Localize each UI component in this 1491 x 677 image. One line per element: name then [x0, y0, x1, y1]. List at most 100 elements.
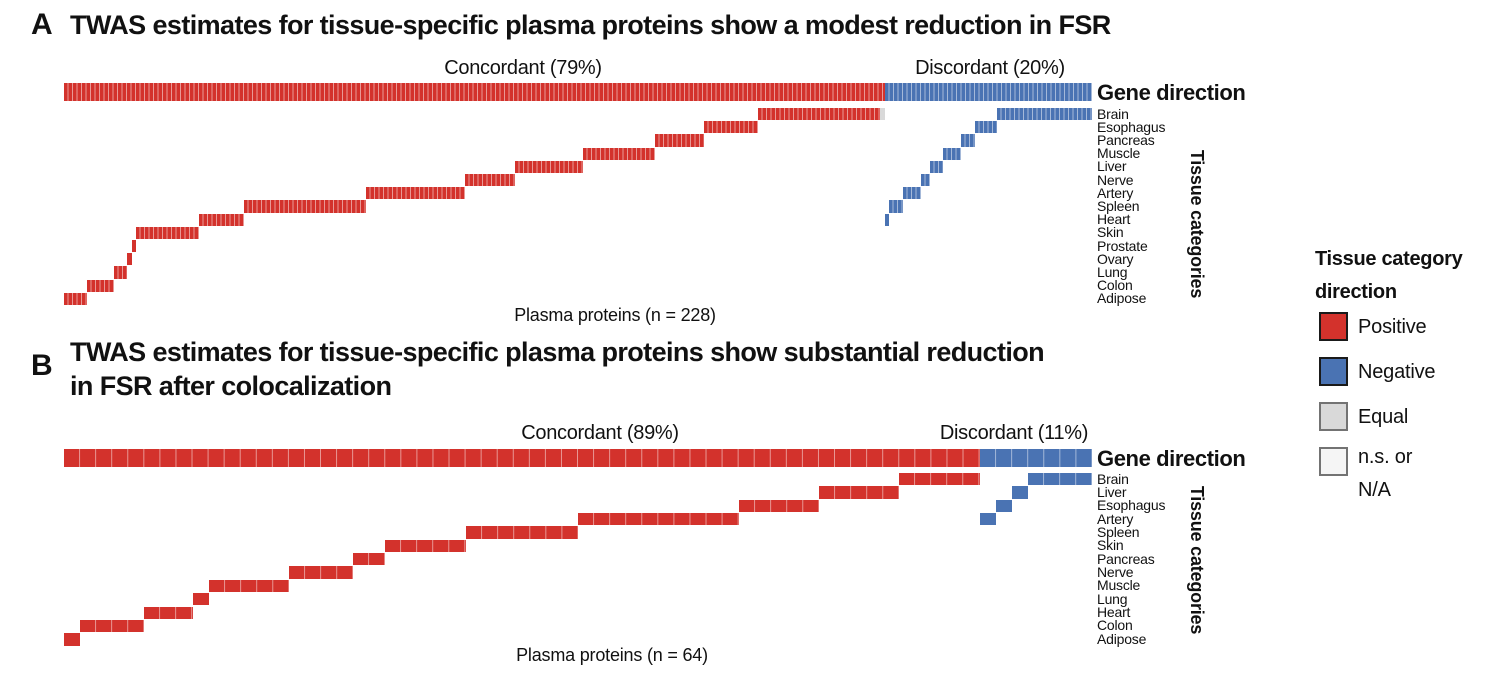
tissue-colon-run-positive — [86, 279, 114, 292]
tissue-nerve-run-positive — [288, 566, 354, 579]
tissue-label-nerve: Nerve — [1097, 171, 1134, 188]
panel-a-concordant-label: Concordant (79%) — [444, 57, 602, 79]
tissue-skin-run-positive — [136, 226, 200, 239]
tissue-esophagus-run-negative — [974, 121, 998, 134]
tissue-label-lung: Lung — [1097, 590, 1128, 607]
tissue-label-colon: Colon — [1097, 277, 1133, 294]
tissue-muscle-run-negative — [943, 147, 962, 160]
tissue-artery-run-negative — [902, 187, 921, 200]
panel-b-title-line-1: TWAS estimates for tissue-specific plasm… — [70, 337, 1045, 367]
gene-direction-run-negative — [884, 83, 1092, 101]
legend-swatch-equal — [1319, 402, 1348, 431]
tissue-pancreas-run-negative — [961, 134, 975, 147]
tissue-adipose-run-positive — [64, 292, 87, 305]
tissue-label-adipose: Adipose — [1097, 290, 1147, 307]
gene-direction-run-positive — [64, 83, 885, 101]
panel-a-title: TWAS estimates for tissue-specific plasm… — [70, 10, 1111, 40]
panel-b-letter: B — [31, 349, 53, 382]
tissue-esophagus-run-negative — [995, 499, 1012, 513]
legend-label-ns-line-1: n.s. or — [1358, 446, 1413, 468]
panel-b-concordant-label: Concordant (89%) — [521, 422, 679, 444]
tissue-muscle-run-positive — [208, 579, 289, 593]
panel-a-tissue-axis-label: Tissue categories — [1187, 149, 1207, 299]
tissue-spleen-run-positive — [465, 526, 578, 539]
tissue-label-esophagus: Esophagus — [1097, 497, 1166, 514]
tissue-artery-run-positive — [366, 187, 466, 200]
tissue-label-heart: Heart — [1097, 604, 1131, 620]
tissue-label-liver: Liver — [1097, 158, 1127, 175]
tissue-pancreas-run-positive — [654, 134, 705, 147]
tissue-liver-run-positive — [818, 486, 900, 499]
tissue-ovary-run-positive — [127, 253, 132, 266]
tissue-label-skin: Skin — [1097, 224, 1124, 241]
tissue-label-skin: Skin — [1097, 537, 1124, 554]
panel-b-caption: Plasma proteins (n = 64) — [516, 645, 708, 665]
panel-a-letter: A — [31, 8, 53, 41]
tissue-brain-run-equal — [880, 108, 885, 121]
tissue-pancreas-run-positive — [353, 553, 386, 566]
tissue-heart-run-positive — [199, 213, 245, 226]
tissue-heart-run-negative — [884, 213, 890, 226]
tissue-spleen-run-positive — [244, 200, 367, 213]
tissue-liver-run-positive — [514, 160, 583, 173]
tissue-label-heart: Heart — [1097, 211, 1131, 228]
tissue-label-colon: Colon — [1097, 617, 1133, 634]
tissue-brain-run-positive — [758, 108, 881, 121]
panel-a-gene-direction-label: Gene direction — [1097, 80, 1246, 105]
tissue-colon-run-positive — [80, 619, 145, 633]
legend-label-equal: Equal — [1358, 406, 1409, 428]
gene-direction-run-positive — [64, 449, 980, 467]
tissue-label-esophagus: Esophagus — [1097, 118, 1166, 135]
tissue-label-brain: Brain — [1097, 105, 1129, 122]
tissue-label-liver: Liver — [1097, 483, 1127, 500]
tissue-skin-run-positive — [385, 539, 466, 553]
tissue-label-spleen: Spleen — [1097, 523, 1140, 540]
tissue-artery-run-positive — [578, 513, 739, 526]
tissue-heart-run-positive — [144, 606, 193, 619]
tissue-label-pancreas: Pancreas — [1097, 131, 1155, 148]
tissue-nerve-run-positive — [465, 174, 515, 187]
tissue-brain-run-negative — [1027, 473, 1092, 486]
tissue-label-lung: Lung — [1097, 263, 1128, 280]
tissue-label-nerve: Nerve — [1097, 563, 1134, 580]
tissue-label-muscle: Muscle — [1097, 577, 1141, 594]
legend-title-line-1: Tissue category — [1315, 248, 1463, 270]
tissue-label-artery: Artery — [1097, 184, 1134, 201]
tissue-esophagus-run-positive — [704, 121, 759, 134]
panel-b-title-line-2: in FSR after colocalization — [70, 371, 392, 401]
tissue-spleen-run-negative — [889, 200, 903, 213]
tissue-lung-run-positive — [113, 266, 128, 279]
tissue-brain-run-positive — [899, 473, 980, 486]
panel-b-discordant-label: Discordant (11%) — [939, 422, 1089, 444]
tissue-liver-run-negative — [929, 160, 944, 173]
legend-swatch-negative — [1319, 357, 1348, 386]
tissue-label-pancreas: Pancreas — [1097, 550, 1155, 567]
legend-title-line-2: direction — [1315, 281, 1397, 303]
tissue-label-adipose: Adipose — [1097, 630, 1147, 647]
gene-direction-run-negative — [979, 449, 1092, 467]
tissue-liver-run-negative — [1011, 486, 1028, 499]
tissue-label-ovary: Ovary — [1097, 250, 1134, 267]
tissue-lung-run-positive — [192, 593, 209, 606]
legend-swatch-ns — [1319, 447, 1348, 476]
tissue-label-brain: Brain — [1097, 470, 1129, 487]
tissue-esophagus-run-positive — [738, 499, 819, 513]
tissue-label-muscle: Muscle — [1097, 145, 1141, 162]
tissue-label-artery: Artery — [1097, 510, 1134, 527]
tissue-prostate-run-positive — [131, 240, 137, 253]
tissue-muscle-run-positive — [582, 147, 655, 160]
legend-label-positive: Positive — [1358, 316, 1427, 338]
panel-a-caption: Plasma proteins (n = 228) — [514, 305, 716, 325]
legend-label-ns-line-2: N/A — [1358, 479, 1391, 501]
tissue-artery-run-negative — [979, 513, 996, 526]
legend-label-negative: Negative — [1358, 361, 1436, 383]
tissue-brain-run-negative — [997, 108, 1092, 121]
legend-swatch-positive — [1319, 312, 1348, 341]
panel-b-tissue-axis-label: Tissue categories — [1187, 485, 1207, 635]
panel-a-discordant-label: Discordant (20%) — [915, 57, 1065, 79]
tissue-label-spleen: Spleen — [1097, 197, 1140, 214]
tissue-label-prostate: Prostate — [1097, 237, 1148, 254]
tissue-nerve-run-negative — [920, 174, 930, 187]
tissue-adipose-run-positive — [64, 633, 81, 646]
